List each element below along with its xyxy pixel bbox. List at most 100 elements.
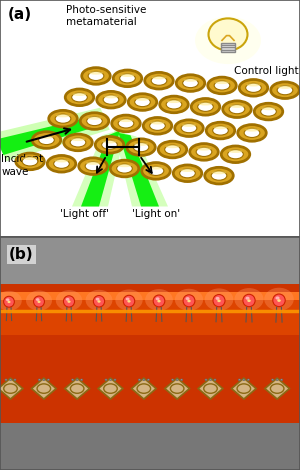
Ellipse shape: [208, 18, 247, 50]
Ellipse shape: [277, 299, 281, 302]
Ellipse shape: [165, 145, 180, 148]
Ellipse shape: [0, 291, 22, 311]
Ellipse shape: [115, 290, 143, 311]
Text: 'Light on': 'Light on': [132, 209, 180, 219]
Ellipse shape: [176, 75, 205, 91]
Ellipse shape: [245, 128, 259, 132]
Ellipse shape: [153, 295, 165, 307]
Ellipse shape: [278, 86, 292, 89]
Ellipse shape: [272, 379, 274, 381]
Ellipse shape: [216, 297, 220, 300]
Ellipse shape: [183, 78, 198, 82]
Ellipse shape: [280, 379, 283, 381]
Ellipse shape: [72, 93, 87, 102]
Ellipse shape: [87, 117, 102, 125]
Ellipse shape: [72, 379, 74, 381]
Ellipse shape: [247, 299, 251, 302]
Ellipse shape: [186, 297, 190, 300]
Polygon shape: [0, 114, 107, 155]
Ellipse shape: [246, 83, 261, 86]
Ellipse shape: [56, 290, 82, 311]
Polygon shape: [165, 378, 190, 399]
Ellipse shape: [123, 295, 135, 307]
Ellipse shape: [181, 124, 197, 133]
Ellipse shape: [147, 379, 149, 381]
Ellipse shape: [5, 379, 7, 381]
Ellipse shape: [98, 300, 100, 303]
Ellipse shape: [102, 140, 117, 149]
Ellipse shape: [71, 138, 85, 141]
Ellipse shape: [191, 99, 220, 115]
Ellipse shape: [273, 294, 285, 306]
Ellipse shape: [96, 298, 100, 301]
Ellipse shape: [167, 100, 181, 103]
Ellipse shape: [175, 120, 203, 136]
Ellipse shape: [135, 97, 150, 107]
Ellipse shape: [86, 162, 100, 165]
Ellipse shape: [38, 379, 40, 381]
Ellipse shape: [38, 301, 40, 303]
Ellipse shape: [197, 147, 211, 150]
Ellipse shape: [39, 135, 54, 139]
Ellipse shape: [80, 113, 109, 129]
Ellipse shape: [143, 379, 145, 381]
Ellipse shape: [195, 16, 261, 64]
Ellipse shape: [205, 167, 233, 184]
Ellipse shape: [209, 379, 211, 381]
Ellipse shape: [127, 139, 155, 156]
Bar: [0, 284, 300, 435]
Polygon shape: [265, 378, 289, 399]
Ellipse shape: [264, 288, 294, 311]
Text: Incident
wave: Incident wave: [2, 154, 43, 177]
Ellipse shape: [118, 119, 134, 128]
Ellipse shape: [117, 164, 132, 173]
Ellipse shape: [8, 301, 10, 303]
Ellipse shape: [6, 298, 10, 301]
Ellipse shape: [183, 78, 198, 87]
Ellipse shape: [243, 294, 255, 307]
Ellipse shape: [228, 150, 243, 159]
Ellipse shape: [254, 103, 283, 120]
Ellipse shape: [135, 97, 150, 101]
Ellipse shape: [56, 114, 70, 118]
Ellipse shape: [229, 105, 245, 114]
Ellipse shape: [110, 160, 139, 177]
Ellipse shape: [176, 379, 178, 381]
Ellipse shape: [34, 296, 44, 307]
Ellipse shape: [126, 298, 130, 300]
Text: 'Light off': 'Light off': [59, 209, 109, 219]
Ellipse shape: [175, 289, 203, 311]
Ellipse shape: [243, 379, 245, 381]
Ellipse shape: [128, 94, 157, 110]
Text: (a): (a): [8, 7, 31, 22]
Ellipse shape: [14, 379, 16, 381]
Ellipse shape: [32, 132, 61, 149]
Ellipse shape: [128, 300, 130, 303]
Ellipse shape: [230, 104, 244, 108]
Ellipse shape: [26, 290, 52, 311]
Ellipse shape: [205, 379, 207, 381]
Ellipse shape: [143, 118, 172, 134]
Ellipse shape: [47, 379, 50, 381]
Ellipse shape: [70, 138, 86, 147]
Polygon shape: [131, 378, 156, 399]
Ellipse shape: [119, 119, 133, 122]
Ellipse shape: [117, 164, 132, 167]
Ellipse shape: [157, 300, 161, 303]
Ellipse shape: [150, 121, 165, 130]
Polygon shape: [32, 378, 56, 399]
Ellipse shape: [221, 146, 250, 163]
Ellipse shape: [208, 77, 236, 94]
Polygon shape: [65, 378, 89, 399]
Ellipse shape: [215, 81, 229, 84]
Ellipse shape: [120, 74, 135, 83]
Ellipse shape: [228, 149, 243, 153]
Ellipse shape: [205, 289, 233, 311]
Ellipse shape: [55, 114, 71, 123]
Ellipse shape: [103, 95, 119, 104]
Polygon shape: [118, 133, 159, 206]
Ellipse shape: [87, 117, 102, 120]
Ellipse shape: [105, 379, 107, 381]
Ellipse shape: [104, 95, 118, 98]
Ellipse shape: [214, 379, 216, 381]
